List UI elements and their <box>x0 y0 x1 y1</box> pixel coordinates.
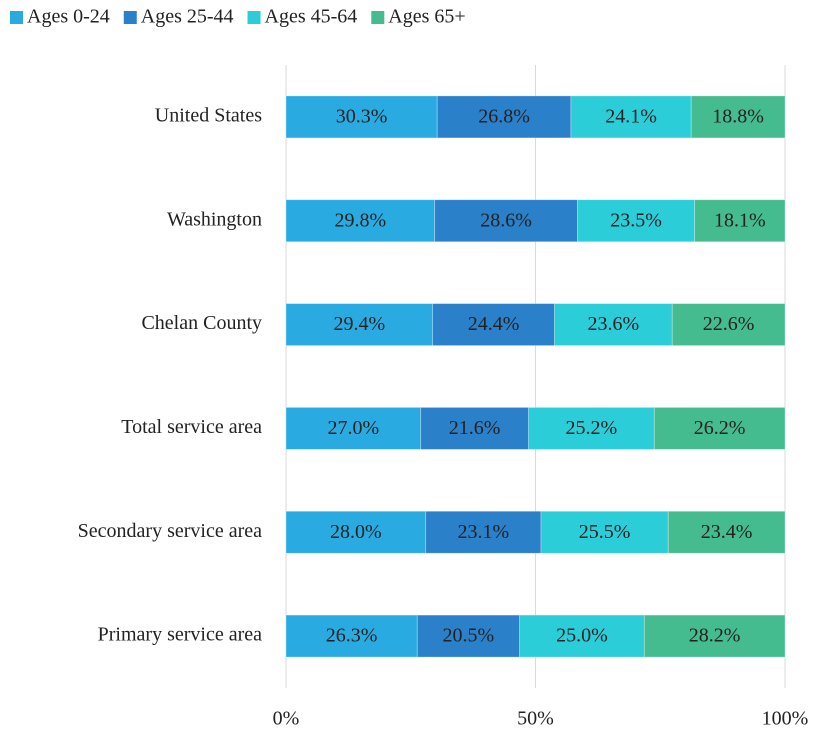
data-label: 23.1% <box>458 521 510 543</box>
legend-label: Ages 25-44 <box>141 6 234 28</box>
bar-segment <box>285 95 438 139</box>
y-tick-label: Secondary service area <box>78 520 262 542</box>
bar-segment <box>519 614 645 658</box>
data-label: 26.2% <box>694 417 746 439</box>
bar-segment <box>432 303 555 346</box>
bar-segment <box>285 303 434 346</box>
legend-label: Ages 65+ <box>388 6 465 28</box>
bar-segment <box>694 199 786 243</box>
y-tick-label: Primary service area <box>98 624 262 646</box>
data-label: 21.6% <box>449 417 501 439</box>
x-tick-label: 50% <box>517 708 554 730</box>
legend-label: Ages 45-64 <box>265 6 358 28</box>
data-label: 26.8% <box>478 106 530 128</box>
data-label: 23.4% <box>701 521 753 543</box>
data-label: 27.0% <box>328 417 380 439</box>
data-label: 30.3% <box>336 106 388 128</box>
x-tick-label: 0% <box>273 708 300 730</box>
bar-segment <box>671 303 786 346</box>
bar-segment <box>425 510 542 554</box>
bar-segment <box>667 510 786 554</box>
legend-label: Ages 0-24 <box>27 6 110 28</box>
bar-segment <box>570 95 692 139</box>
bar-segment <box>285 510 427 554</box>
data-label: 23.5% <box>610 209 662 231</box>
y-tick-label: Total service area <box>121 416 262 438</box>
bar-segment <box>643 614 786 658</box>
bar-segment <box>434 199 578 243</box>
data-label: 20.5% <box>443 625 495 647</box>
data-label: 25.5% <box>579 521 631 543</box>
legend-swatch <box>123 11 137 24</box>
data-label: 29.4% <box>334 313 386 335</box>
data-label: 24.4% <box>468 313 520 335</box>
data-label: 23.6% <box>588 313 640 335</box>
y-tick-label: Washington <box>167 208 262 230</box>
data-label: 29.8% <box>335 209 387 231</box>
data-label: 28.0% <box>330 521 382 543</box>
bar-segment <box>285 614 418 658</box>
legend-swatch <box>371 11 385 24</box>
y-tick-label: United States <box>155 105 262 127</box>
bar-segment <box>420 407 529 450</box>
data-label: 28.2% <box>689 625 741 647</box>
bar-segment <box>436 95 572 139</box>
data-label: 22.6% <box>703 313 755 335</box>
data-label: 25.2% <box>566 417 618 439</box>
legend-swatch <box>247 11 261 24</box>
data-label: 24.1% <box>605 106 657 128</box>
bar-segment <box>416 614 520 658</box>
data-label: 18.1% <box>714 209 766 231</box>
bar-segment <box>554 303 673 346</box>
data-label: 28.6% <box>480 209 532 231</box>
bar-segment <box>653 407 786 450</box>
data-label: 25.0% <box>556 625 608 647</box>
bar-segment <box>285 199 436 243</box>
bar-segment <box>540 510 669 554</box>
bar-segment <box>528 407 655 450</box>
x-tick-label: 100% <box>762 708 809 730</box>
bar-segment <box>285 407 422 450</box>
bar-segment <box>690 95 786 139</box>
bar-segment <box>577 199 696 243</box>
data-label: 26.3% <box>326 625 378 647</box>
legend-swatch <box>10 11 23 24</box>
data-label: 18.8% <box>712 106 764 128</box>
y-tick-label: Chelan County <box>141 312 262 334</box>
